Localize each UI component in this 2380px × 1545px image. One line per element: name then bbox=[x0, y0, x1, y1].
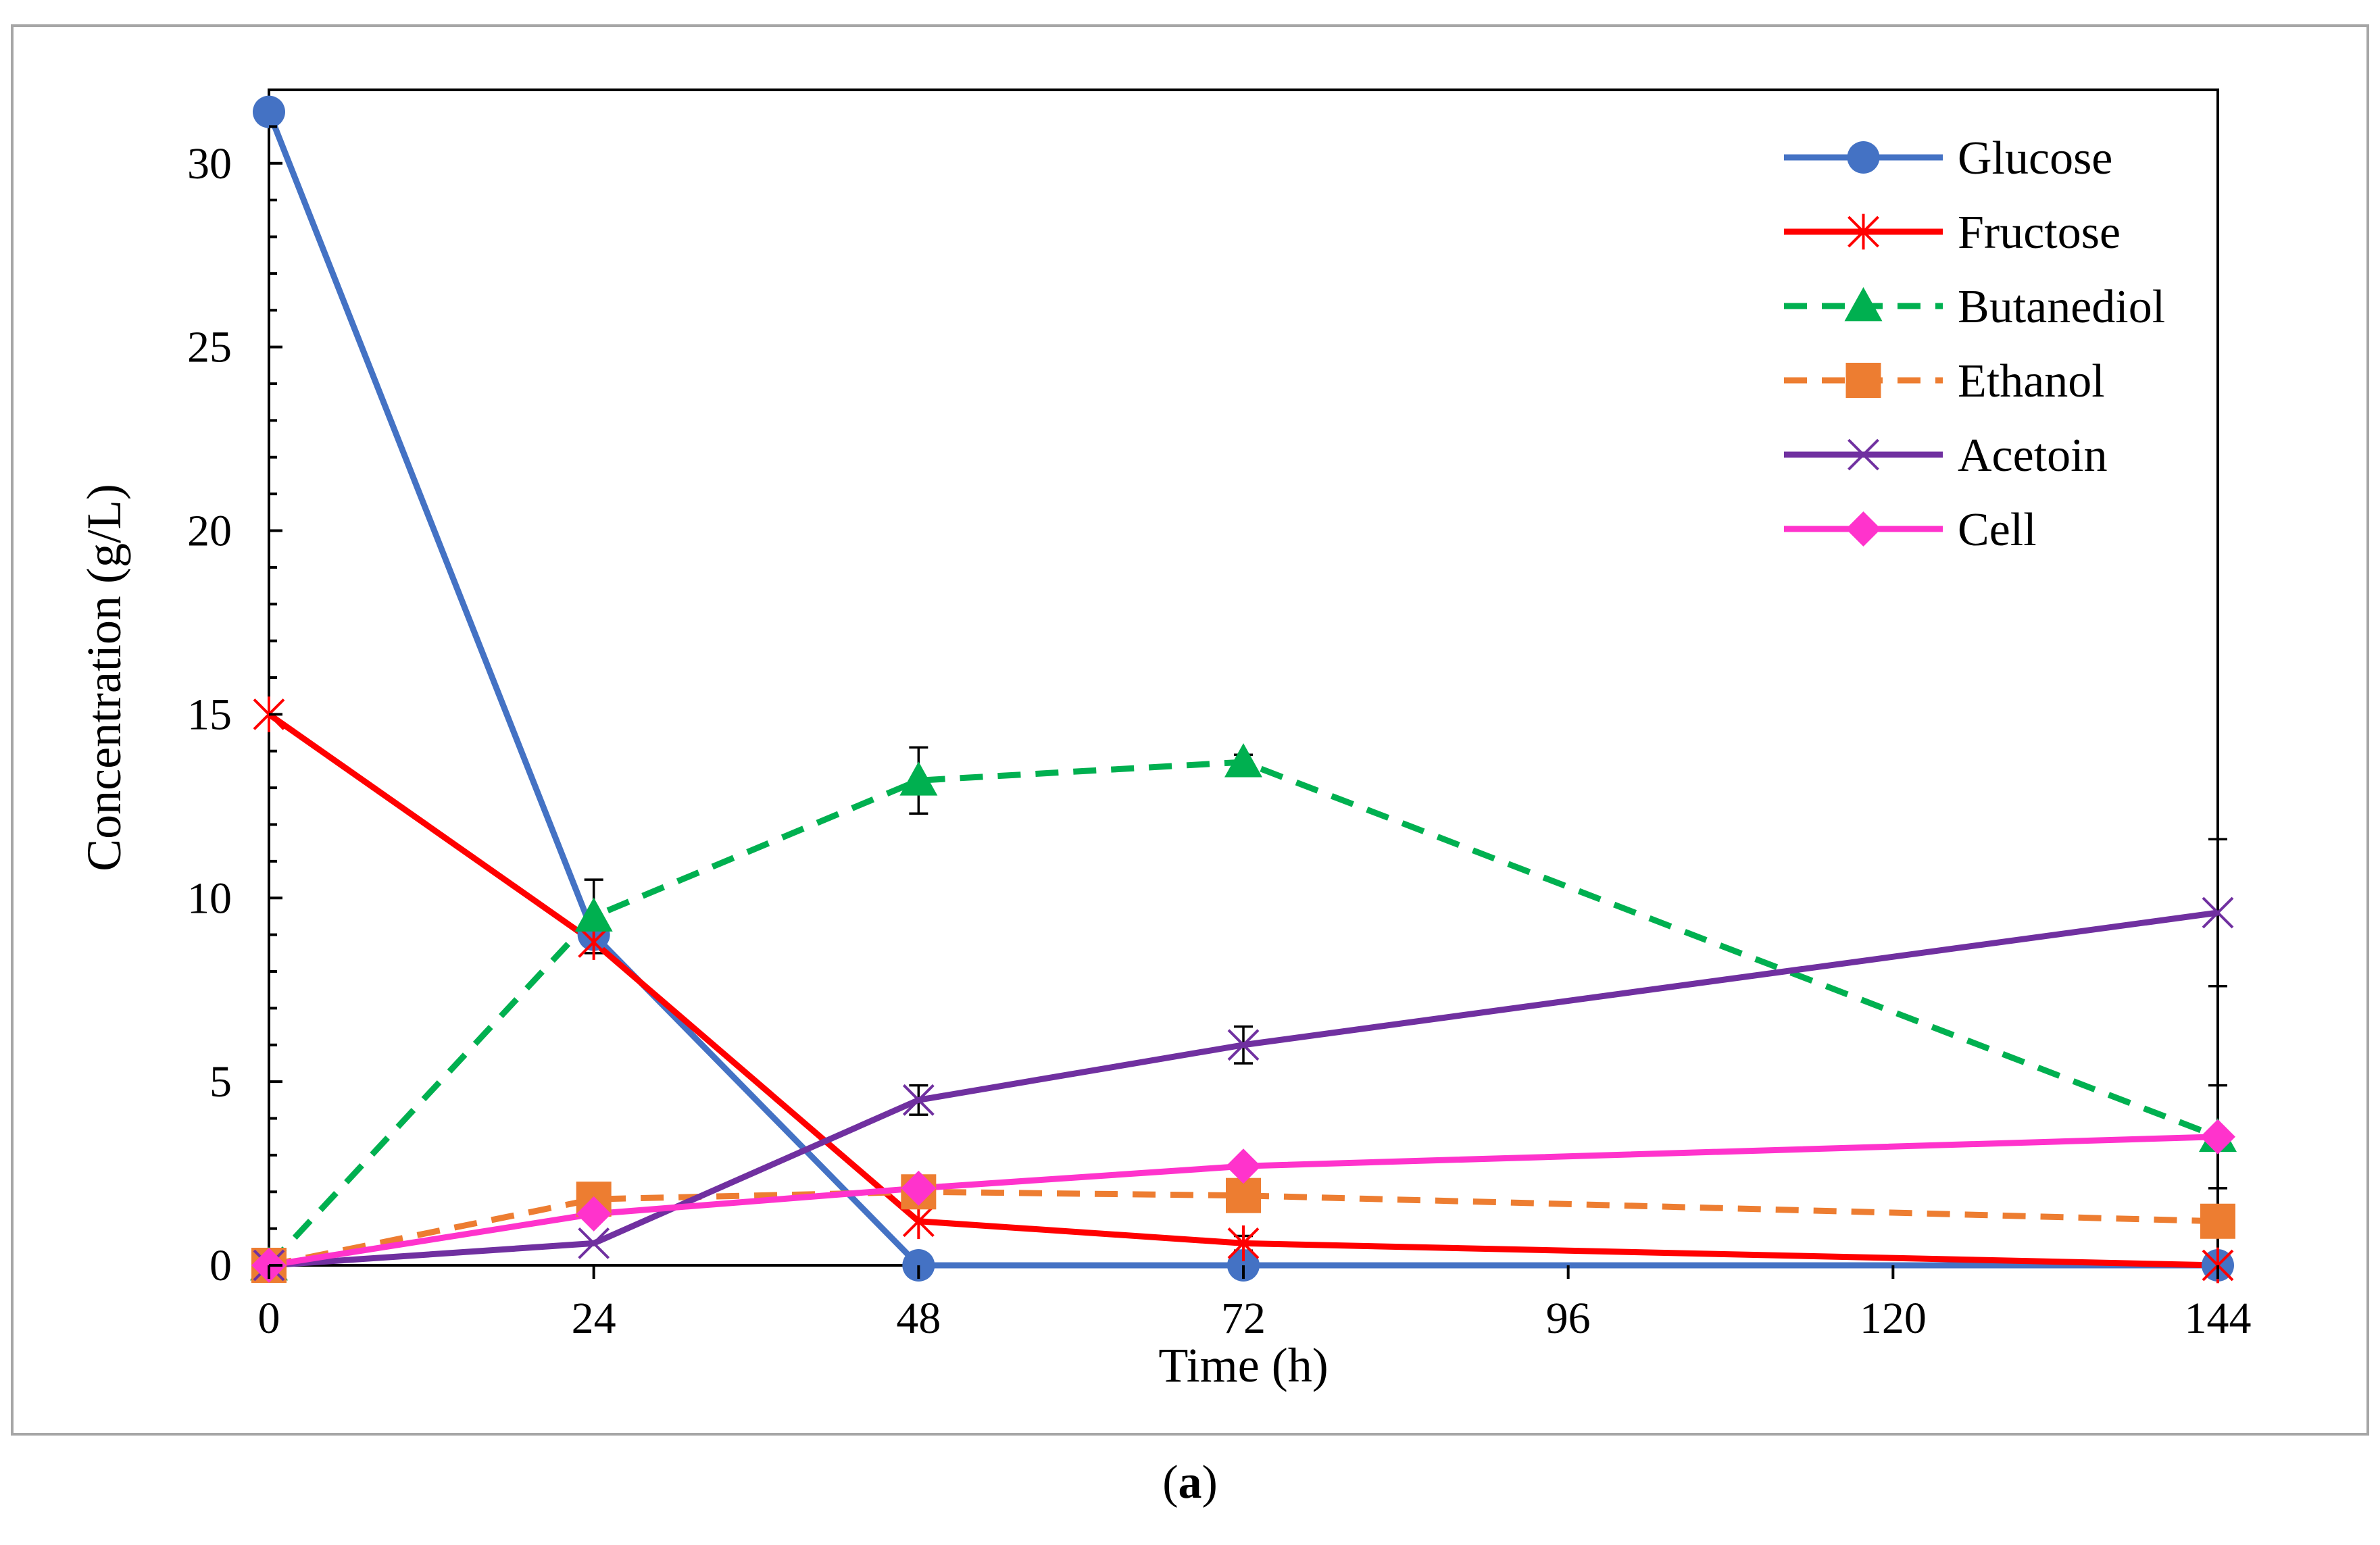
point-butanediol bbox=[899, 761, 938, 796]
legend-marker-cell bbox=[1845, 511, 1881, 547]
legend-label-butanediol: Butanediol bbox=[1958, 281, 2165, 333]
point-ethanol bbox=[2200, 1203, 2235, 1239]
y-tick-label: 5 bbox=[209, 1057, 232, 1107]
x-tick-label: 72 bbox=[1221, 1294, 1266, 1343]
x-tick-label: 48 bbox=[896, 1294, 941, 1343]
series-line-butanediol bbox=[266, 759, 2219, 1268]
caption-close: ) bbox=[1201, 1457, 1218, 1509]
x-axis-title: Time (h) bbox=[1158, 1338, 1328, 1392]
y-tick-label: 15 bbox=[187, 690, 232, 739]
legend-label-glucose: Glucose bbox=[1958, 132, 2112, 184]
axes: 0 5 10 15 20 25 30 0 24 48 72 96 120 144 Time (h) Conce… bbox=[77, 88, 2252, 1392]
markers bbox=[250, 95, 2237, 1284]
point-fructose bbox=[1227, 1225, 1260, 1261]
legend-label-cell: Cell bbox=[1958, 504, 2037, 556]
point-glucose bbox=[253, 95, 285, 128]
y-tick-label: 30 bbox=[187, 139, 232, 188]
legend-label-acetoin: Acetoin bbox=[1958, 430, 2108, 482]
y-tick-label: 10 bbox=[187, 873, 232, 923]
x-tick-label: 24 bbox=[572, 1294, 616, 1343]
x-tick-label: 96 bbox=[1546, 1294, 1591, 1343]
y-tick-label: 20 bbox=[187, 507, 232, 556]
figure-caption: (a) bbox=[0, 1456, 2380, 1510]
y-tick-label: 0 bbox=[209, 1241, 232, 1290]
legend: Glucose Fructose Butanediol Ethanol Acetoin C… bbox=[1784, 132, 2165, 556]
point-ethanol bbox=[1226, 1177, 1261, 1213]
caption-open: ( bbox=[1162, 1457, 1179, 1509]
legend-marker-glucose bbox=[1847, 141, 1880, 174]
point-acetoin bbox=[2202, 896, 2234, 929]
point-cell bbox=[901, 1170, 937, 1206]
legend-label-ethanol: Ethanol bbox=[1958, 355, 2105, 407]
point-cell bbox=[576, 1196, 612, 1232]
legend-marker-ethanol bbox=[1845, 363, 1881, 398]
point-cell bbox=[2200, 1119, 2235, 1155]
point-acetoin bbox=[578, 1227, 610, 1259]
point-acetoin bbox=[1227, 1029, 1260, 1061]
caption-label: a bbox=[1178, 1457, 1202, 1509]
x-tick-label: 144 bbox=[2185, 1294, 2252, 1343]
legend-label-fructose: Fructose bbox=[1958, 207, 2121, 259]
point-cell bbox=[1226, 1148, 1261, 1184]
x-tick-label: 0 bbox=[258, 1294, 280, 1343]
legend-marker-butanediol bbox=[1844, 287, 1883, 322]
point-butanediol bbox=[574, 897, 613, 932]
y-axis-title: Concentration (g/L) bbox=[77, 484, 131, 871]
y-tick-label: 25 bbox=[187, 323, 232, 372]
legend-marker-fructose bbox=[1848, 213, 1879, 250]
point-butanediol bbox=[1224, 743, 1262, 778]
chart-frame bbox=[11, 24, 2369, 1436]
point-acetoin bbox=[902, 1084, 935, 1116]
legend-marker-acetoin bbox=[1848, 438, 1879, 471]
x-tick-label: 120 bbox=[1860, 1294, 1927, 1343]
